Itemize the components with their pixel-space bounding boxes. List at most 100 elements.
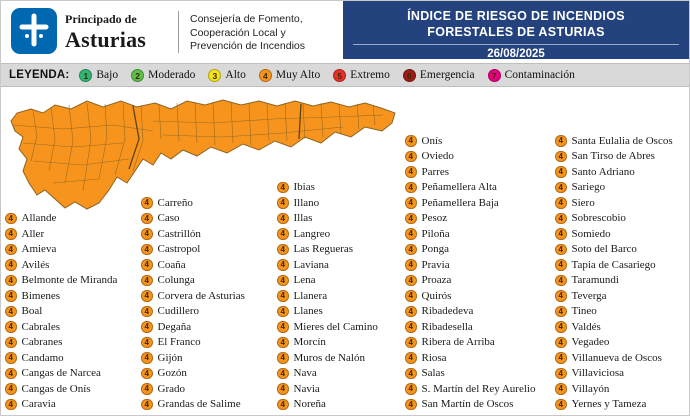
risk-level-badge: 4 [555, 181, 567, 193]
risk-level-badge: 4 [277, 367, 289, 379]
municipality-item: 4 Cabrales [5, 319, 141, 335]
municipality-name: Soto del Barco [571, 243, 637, 256]
risk-level-badge: 4 [405, 197, 417, 209]
risk-level-badge: 4 [277, 398, 289, 410]
risk-level-badge: 4 [141, 228, 153, 240]
risk-level-badge: 4 [141, 290, 153, 302]
municipality-item: 4 Morcín [277, 335, 405, 351]
municipality-columns: 4 Allande 4 Aller 4 Amieva 4 Avilés 4 Belmonte de… [5, 133, 689, 413]
legend-label: Muy Alto [275, 69, 321, 81]
risk-level-badge: 4 [141, 259, 153, 271]
risk-level-badge: 4 [555, 135, 567, 147]
legend-title: LEYENDA: [9, 69, 70, 81]
asturias-risk-map [3, 91, 401, 216]
legend-item: 6 Emergencia [402, 68, 475, 82]
municipality-item: 4 Llanes [277, 304, 405, 320]
municipality-item: 4 San Martín de Oscos [405, 397, 555, 413]
municipality-name: Valdés [571, 320, 601, 333]
municipality-name: Cangas de Onís [21, 382, 91, 395]
risk-level-badge: 4 [405, 305, 417, 317]
risk-level-badge: 4 [141, 383, 153, 395]
municipality-item: 4 Noreña [277, 397, 405, 413]
risk-level-badge: 4 [277, 336, 289, 348]
municipality-item: 4 Quirós [405, 288, 555, 304]
risk-level-badge: 4 [555, 290, 567, 302]
municipality-name: Santo Adriano [571, 165, 635, 178]
municipality-item: 4 Sobrescobio [555, 211, 689, 227]
municipality-name: Santa Eulalia de Oscos [571, 134, 673, 147]
risk-level-badge: 4 [141, 398, 153, 410]
municipality-name: Taramundi [571, 274, 620, 287]
municipality-item: 4 Oviedo [405, 149, 555, 165]
municipality-item: 4 Salas [405, 366, 555, 382]
municipality-item: 4 Lena [277, 273, 405, 289]
asturias-government-logo-icon [11, 8, 57, 54]
legend-item: 4 Muy Alto [258, 68, 321, 82]
municipality-item: 4 Pravia [405, 257, 555, 273]
municipality-name: Avilés [21, 258, 50, 271]
municipality-item: 4 Cangas de Narcea [5, 366, 141, 382]
org-name: Principado de Asturias [65, 12, 146, 53]
risk-level-badge: 4 [555, 352, 567, 364]
risk-level-badge: 6 [402, 68, 416, 82]
risk-level-badge: 4 [5, 290, 17, 302]
municipality-item: 4 Aller [5, 226, 141, 242]
risk-level-badge: 4 [405, 243, 417, 255]
department-line: Consejería de Fomento, [190, 13, 303, 25]
municipality-name: Sariego [571, 181, 606, 194]
municipality-name: Illas [293, 212, 313, 225]
municipality-name: Mieres del Camino [293, 320, 378, 333]
municipality-name: Ibias [293, 181, 315, 194]
risk-level-badge: 4 [405, 166, 417, 178]
municipality-name: Allande [21, 212, 57, 225]
risk-level-badge: 4 [405, 259, 417, 271]
risk-level-badge: 4 [277, 305, 289, 317]
risk-level-badge: 4 [405, 321, 417, 333]
municipality-item: 4 Navia [277, 381, 405, 397]
municipality-name: Gozón [157, 367, 187, 380]
risk-level-badge: 4 [258, 68, 272, 82]
municipality-name: Peñamellera Alta [421, 181, 497, 194]
municipality-item: 4 Ribera de Arriba [405, 335, 555, 351]
risk-level-badge: 4 [5, 228, 17, 240]
org-name-line2: Asturias [65, 27, 147, 52]
municipality-name: Grandas de Salime [157, 398, 241, 411]
municipality-name: Gijón [157, 351, 183, 364]
municipality-name: Sobrescobio [571, 212, 626, 225]
municipality-item: 4 Villaviciosa [555, 366, 689, 382]
municipality-name: Caso [157, 212, 180, 225]
municipality-name: Quirós [421, 289, 452, 302]
municipality-item: 4 Candamo [5, 350, 141, 366]
risk-level-badge: 4 [555, 212, 567, 224]
risk-level-badge: 4 [405, 352, 417, 364]
municipality-item: 4 Grado [141, 381, 277, 397]
risk-level-badge: 4 [555, 166, 567, 178]
risk-level-badge: 4 [5, 243, 17, 255]
municipality-name: Aller [21, 227, 45, 240]
municipality-name: Langreo [293, 227, 331, 240]
risk-level-badge: 4 [277, 274, 289, 286]
municipality-item: 4 Ribadesella [405, 319, 555, 335]
report-date: 26/08/2025 [353, 44, 679, 60]
municipality-name: Teverga [571, 289, 607, 302]
municipality-name: Muros de Nalón [293, 351, 366, 364]
municipality-name: Laviana [293, 258, 329, 271]
municipality-name: Morcín [293, 336, 326, 349]
municipality-name: Las Regueras [293, 243, 354, 256]
municipality-name: Oviedo [421, 150, 454, 163]
municipality-item: 4 Belmonte de Miranda [5, 273, 141, 289]
municipality-name: Lena [293, 274, 316, 287]
legend-item: 7 Contaminación [487, 68, 575, 82]
municipality-item: 4 S. Martín del Rey Aurelio [405, 381, 555, 397]
legend-label: Contaminación [504, 69, 575, 81]
municipality-item: 4 Onís [405, 133, 555, 149]
municipality-item: 4 Riosa [405, 350, 555, 366]
municipality-item: 4 Amieva [5, 242, 141, 258]
municipality-name: Cangas de Narcea [21, 367, 101, 380]
risk-level-badge: 4 [5, 336, 17, 348]
risk-level-badge: 4 [405, 212, 417, 224]
municipality-name: Noreña [293, 398, 326, 411]
municipality-column: 4 Ibias 4 Illano 4 Illas 4 Langreo 4 Las Regueras… [277, 180, 405, 413]
risk-level-badge: 4 [555, 336, 567, 348]
risk-level-badge: 4 [141, 367, 153, 379]
